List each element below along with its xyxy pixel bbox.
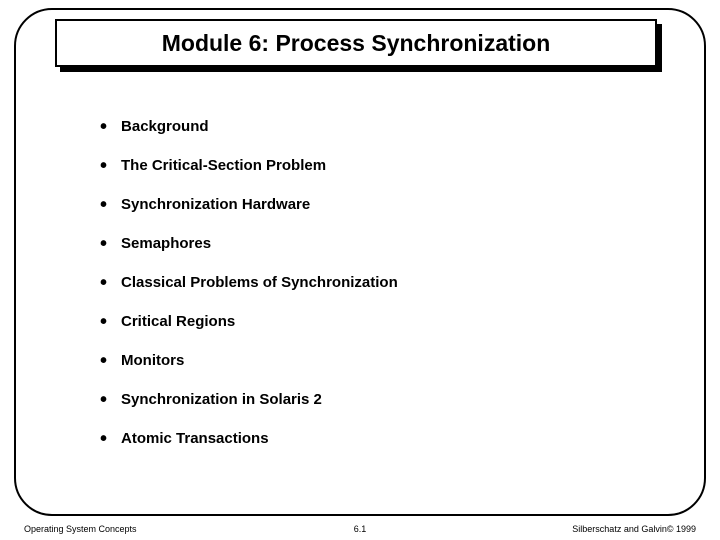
bullet-icon: • (100, 117, 107, 137)
footer-page-number: 6.1 (354, 524, 367, 534)
list-item: • The Critical-Section Problem (100, 154, 620, 175)
list-item: • Critical Regions (100, 310, 620, 331)
bullet-icon: • (100, 390, 107, 410)
bullet-label: Atomic Transactions (121, 430, 269, 448)
bullet-label: Classical Problems of Synchronization (121, 274, 398, 292)
bullet-icon: • (100, 195, 107, 215)
bullet-icon: • (100, 156, 107, 176)
list-item: • Atomic Transactions (100, 427, 620, 448)
slide-title: Module 6: Process Synchronization (162, 30, 551, 57)
bullet-label: Critical Regions (121, 313, 235, 331)
bullet-icon: • (100, 234, 107, 254)
list-item: • Synchronization Hardware (100, 193, 620, 214)
bullet-label: Synchronization in Solaris 2 (121, 391, 322, 409)
slide-footer: Operating System Concepts 6.1 Silberscha… (0, 521, 720, 537)
footer-left: Operating System Concepts (24, 524, 137, 534)
bullet-label: Monitors (121, 352, 184, 370)
list-item: • Monitors (100, 349, 620, 370)
bullet-label: Synchronization Hardware (121, 196, 310, 214)
list-item: • Semaphores (100, 232, 620, 253)
bullet-list: • Background • The Critical-Section Prob… (100, 115, 620, 466)
list-item: • Background (100, 115, 620, 136)
title-box: Module 6: Process Synchronization (55, 19, 657, 67)
list-item: • Synchronization in Solaris 2 (100, 388, 620, 409)
bullet-icon: • (100, 429, 107, 449)
bullet-icon: • (100, 273, 107, 293)
bullet-icon: • (100, 312, 107, 332)
list-item: • Classical Problems of Synchronization (100, 271, 620, 292)
bullet-label: Background (121, 118, 209, 136)
bullet-label: The Critical-Section Problem (121, 157, 326, 175)
bullet-icon: • (100, 351, 107, 371)
bullet-label: Semaphores (121, 235, 211, 253)
footer-right: Silberschatz and Galvin© 1999 (572, 524, 696, 534)
